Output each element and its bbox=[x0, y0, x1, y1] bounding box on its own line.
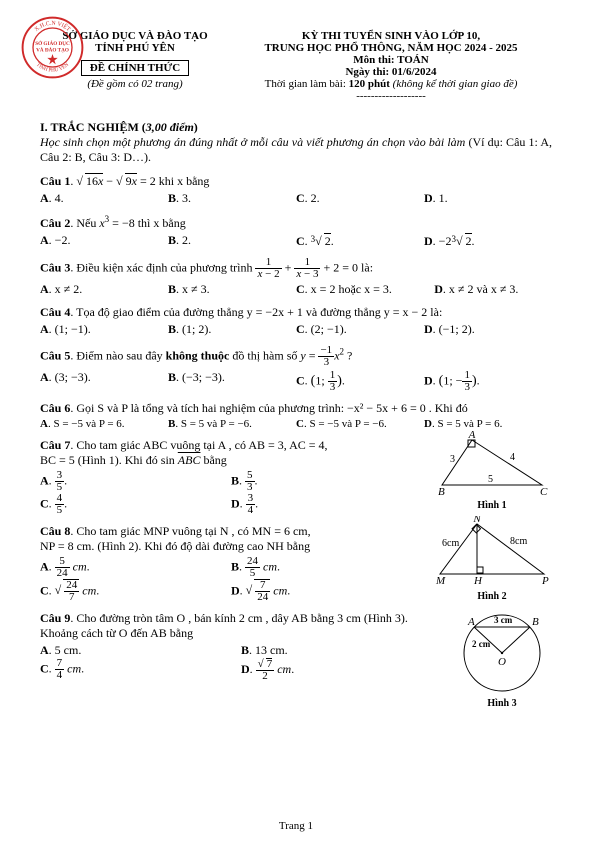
svg-text:C: C bbox=[540, 486, 548, 498]
question-2: Câu 2. Nếu x3 = −8 thì x bằng bbox=[40, 214, 552, 231]
page-number: Trang 1 bbox=[0, 820, 592, 832]
q2-opt-c: C. 32. bbox=[296, 233, 424, 249]
question-8-row: Câu 8. Cho tam giác MNP vuông tại N , có… bbox=[40, 516, 552, 603]
exam-header: SỞ GIÁO DỤC VÀ ĐÀO TẠO TỈNH PHÚ YÊN ĐỀ C… bbox=[40, 30, 552, 102]
exam-duration: Thời gian làm bài: 120 phút (không kể th… bbox=[230, 78, 552, 90]
q5-opt-d: D. (1; −13). bbox=[424, 370, 552, 393]
svg-text:A: A bbox=[467, 616, 475, 628]
svg-text:SỞ GIÁO DỤC: SỞ GIÁO DỤC bbox=[35, 39, 70, 47]
svg-text:H: H bbox=[473, 575, 483, 587]
exam-title-1: KỲ THI TUYỂN SINH VÀO LỚP 10, bbox=[230, 30, 552, 42]
svg-text:N: N bbox=[472, 516, 481, 525]
q5-opt-a: A. (3; −3). bbox=[40, 370, 168, 393]
question-4: Câu 4. Tọa độ giao điểm của đường thẳng … bbox=[40, 305, 552, 320]
svg-text:O: O bbox=[498, 656, 506, 668]
q5-opt-c: C. (1; 13). bbox=[296, 370, 424, 393]
svg-text:2 cm: 2 cm bbox=[472, 639, 491, 649]
q4-opt-b: B. (1; 2). bbox=[168, 322, 296, 337]
figure-1: A B C 3 4 5 Hình 1 bbox=[432, 430, 552, 516]
q8-opt-c: C. 247 cm. bbox=[40, 579, 231, 603]
svg-text:A: A bbox=[468, 430, 476, 441]
q5-opt-b: B. (−3; −3). bbox=[168, 370, 296, 393]
q2-opt-b: B. 2. bbox=[168, 233, 296, 249]
q2-opt-d: D. −232. bbox=[424, 233, 552, 249]
q7-opt-b: B. 53. bbox=[231, 470, 422, 493]
q1-opt-b: B. 3. bbox=[168, 191, 296, 206]
question-7-row: Câu 7. Cho tam giác ABC vuông tại A , có… bbox=[40, 430, 552, 516]
q9-opt-a: A. 5 cm. bbox=[40, 643, 241, 658]
q7-opt-a: A. 35. bbox=[40, 470, 231, 493]
q6-opt-c: C. S = −5 và P = −6. bbox=[296, 418, 424, 430]
q3-opt-b: B. x ≠ 3. bbox=[168, 282, 296, 297]
svg-text:M: M bbox=[435, 575, 446, 587]
q2-opt-a: A. −2. bbox=[40, 233, 168, 249]
question-3: Câu 3. Điều kiện xác định của phương trì… bbox=[40, 257, 552, 280]
q8-opt-a: A. 524 cm. bbox=[40, 556, 231, 579]
svg-text:8cm: 8cm bbox=[510, 536, 527, 547]
q8-opt-b: B. 245 cm. bbox=[231, 556, 422, 579]
q3-opt-c: C. x = 2 hoặc x = 3. bbox=[296, 282, 434, 297]
q3-opt-a: A. x ≠ 2. bbox=[40, 282, 168, 297]
q6-opt-b: B. S = 5 và P = −6. bbox=[168, 418, 296, 430]
q8-opt-d: D. 724 cm. bbox=[231, 579, 422, 603]
svg-text:5: 5 bbox=[488, 474, 493, 485]
question-8: Câu 8. Cho tam giác MNP vuông tại N , có… bbox=[40, 524, 422, 539]
svg-text:4: 4 bbox=[510, 452, 515, 463]
q9-opt-c: C. 74 cm. bbox=[40, 658, 241, 682]
question-9: Câu 9. Cho đường tròn tâm O , bán kính 2… bbox=[40, 611, 442, 641]
exam-title-2: TRUNG HỌC PHỔ THÔNG, NĂM HỌC 2024 - 2025 bbox=[230, 42, 552, 54]
section-1-intro: Học sinh chọn một phương án đúng nhất ở … bbox=[40, 135, 552, 165]
figure-2: N M P H 6cm 8cm Hình 2 bbox=[432, 516, 552, 603]
exam-date: Ngày thi: 01/6/2024 bbox=[230, 66, 552, 78]
q9-opt-d: D. 72 cm. bbox=[241, 658, 442, 682]
q3-opt-d: D. x ≠ 2 và x ≠ 3. bbox=[434, 282, 552, 297]
q4-opt-d: D. (−1; 2). bbox=[424, 322, 552, 337]
svg-text:B: B bbox=[532, 616, 539, 628]
q1-opt-a: A. 4. bbox=[40, 191, 168, 206]
q6-opt-d: D. S = 5 và P = 6. bbox=[424, 418, 552, 430]
subject: Môn thi: TOÁN bbox=[230, 54, 552, 66]
separator-dashes: ------------------- bbox=[230, 90, 552, 102]
svg-text:B: B bbox=[438, 486, 445, 498]
q9-opt-b: B. 13 cm. bbox=[241, 643, 442, 658]
official-box: ĐỀ CHÍNH THỨC bbox=[81, 60, 189, 76]
svg-text:6cm: 6cm bbox=[442, 538, 459, 549]
svg-text:3: 3 bbox=[450, 454, 455, 465]
q7-opt-c: C. 45. bbox=[40, 493, 231, 516]
question-1: Câu 1. 16x − 9x = 2 khi x bằng bbox=[40, 173, 552, 189]
question-8-line2: NP = 8 cm. (Hình 2). Khi đó độ dài đường… bbox=[40, 539, 422, 554]
q7-opt-d: D. 34. bbox=[231, 493, 422, 516]
official-stamp: X.H.C.N VIỆT TỈNH PHÚ YÊN SỞ GIÁO DỤC VÀ… bbox=[20, 15, 85, 80]
question-7: Câu 7. Cho tam giác ABC vuông tại A , có… bbox=[40, 438, 422, 453]
svg-text:X.H.C.N VIỆT: X.H.C.N VIỆT bbox=[34, 21, 72, 33]
q4-opt-c: C. (2; −1). bbox=[296, 322, 424, 337]
svg-text:TỈNH PHÚ YÊN: TỈNH PHÚ YÊN bbox=[35, 62, 70, 74]
question-6: Câu 6. Gọi S và P là tổng và tích hai ng… bbox=[40, 401, 552, 416]
question-9-row: Câu 9. Cho đường tròn tâm O , bán kính 2… bbox=[40, 603, 552, 709]
q1-opt-c: C. 2. bbox=[296, 191, 424, 206]
q4-opt-a: A. (1; −1). bbox=[40, 322, 168, 337]
question-7-line2: BC = 5 (Hình 1). Khi đó sin ABC bằng bbox=[40, 453, 422, 468]
svg-text:3 cm: 3 cm bbox=[494, 615, 513, 625]
question-5: Câu 5. Điểm nào sau đây không thuộc đồ t… bbox=[40, 345, 552, 368]
svg-text:P: P bbox=[541, 575, 549, 587]
figure-3: A B O 3 cm 2 cm Hình 3 bbox=[452, 603, 552, 709]
q6-opt-a: A. S = −5 và P = 6. bbox=[40, 418, 168, 430]
section-1-heading: I. TRẮC NGHIỆM (3,00 điểm) bbox=[40, 120, 552, 135]
q1-opt-d: D. 1. bbox=[424, 191, 552, 206]
